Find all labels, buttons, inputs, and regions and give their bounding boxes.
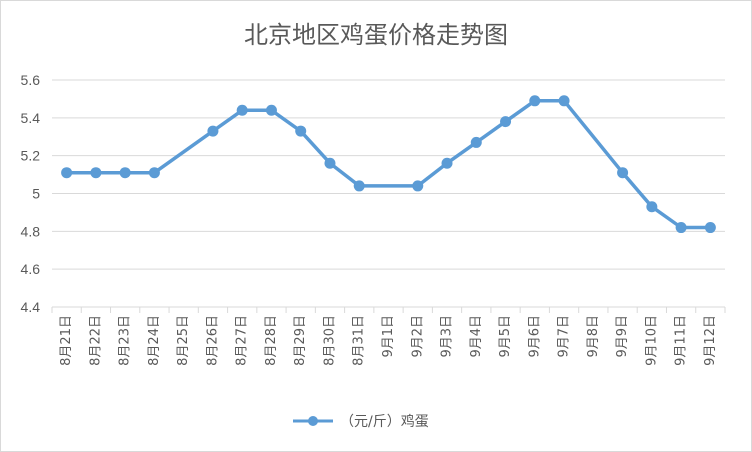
x-tick-label: 9月10日 — [644, 315, 659, 366]
data-point — [353, 180, 365, 192]
x-tick-label: 9月9日 — [615, 315, 630, 358]
x-axis-ticks: 8月21日 8月22日 8月23日 8月24日 8月25日 8月26日 8月27日 8月28日… — [51, 307, 726, 366]
data-point — [90, 167, 102, 179]
series-path — [66, 99, 711, 230]
data-point — [265, 104, 277, 116]
gridlines — [52, 79, 725, 308]
x-tick-label: 9月1日 — [381, 315, 396, 358]
data-point — [470, 136, 482, 148]
y-tick-label: 4.4 — [21, 299, 41, 315]
x-tick-label: 9月4日 — [469, 315, 484, 358]
x-tick-label: 9月6日 — [527, 315, 542, 358]
data-point — [617, 167, 629, 179]
x-tick-label: 8月25日 — [176, 315, 191, 366]
x-tick-label: 8月31日 — [352, 315, 367, 366]
data-point — [529, 95, 541, 107]
data-point — [207, 125, 219, 137]
data-point — [500, 116, 512, 128]
y-tick-label: 4.6 — [21, 261, 41, 277]
data-point — [704, 222, 716, 234]
series-line — [61, 95, 716, 234]
y-tick-label: 4.8 — [21, 223, 41, 239]
x-tick-label: 9月2日 — [410, 315, 425, 358]
data-point — [119, 167, 131, 179]
x-tick-label: 8月26日 — [205, 315, 220, 366]
x-tick-label: 8月21日 — [59, 315, 74, 366]
data-point — [675, 222, 687, 234]
y-tick-label: 5.2 — [21, 148, 41, 164]
data-point — [441, 157, 453, 169]
data-point — [295, 125, 307, 137]
x-tick-label: 9月8日 — [586, 315, 601, 358]
x-tick-label: 9月3日 — [440, 315, 455, 358]
data-point — [148, 167, 160, 179]
x-tick-label: 8月29日 — [293, 315, 308, 366]
x-tick-label: 8月22日 — [88, 315, 103, 366]
x-tick-label: 8月30日 — [322, 315, 337, 366]
y-axis-ticks: 4.4 4.6 4.8 5 5.2 5.4 5.6 — [21, 72, 41, 315]
y-tick-label: 5 — [32, 186, 40, 202]
chart-title: 北京地区鸡蛋价格走势图 — [244, 21, 508, 49]
data-point — [412, 180, 424, 192]
data-point — [646, 201, 658, 213]
data-point — [61, 167, 73, 179]
x-tick-label: 8月24日 — [147, 315, 162, 366]
y-tick-label: 5.4 — [21, 110, 41, 126]
legend-marker — [308, 416, 318, 426]
data-point — [324, 157, 336, 169]
data-point — [558, 95, 570, 107]
legend-label: （元/斤）鸡蛋 — [340, 413, 429, 430]
x-tick-label: 9月11日 — [674, 315, 689, 366]
y-tick-label: 5.6 — [21, 72, 41, 88]
x-tick-label: 9月5日 — [498, 315, 513, 358]
x-tick-label: 8月27日 — [235, 315, 250, 366]
x-tick-label: 9月7日 — [557, 315, 572, 358]
x-tick-label: 9月12日 — [703, 315, 718, 366]
legend: （元/斤）鸡蛋 — [293, 413, 429, 430]
data-point — [236, 104, 248, 116]
x-tick-label: 8月28日 — [264, 315, 279, 366]
x-tick-label: 8月23日 — [118, 315, 133, 366]
